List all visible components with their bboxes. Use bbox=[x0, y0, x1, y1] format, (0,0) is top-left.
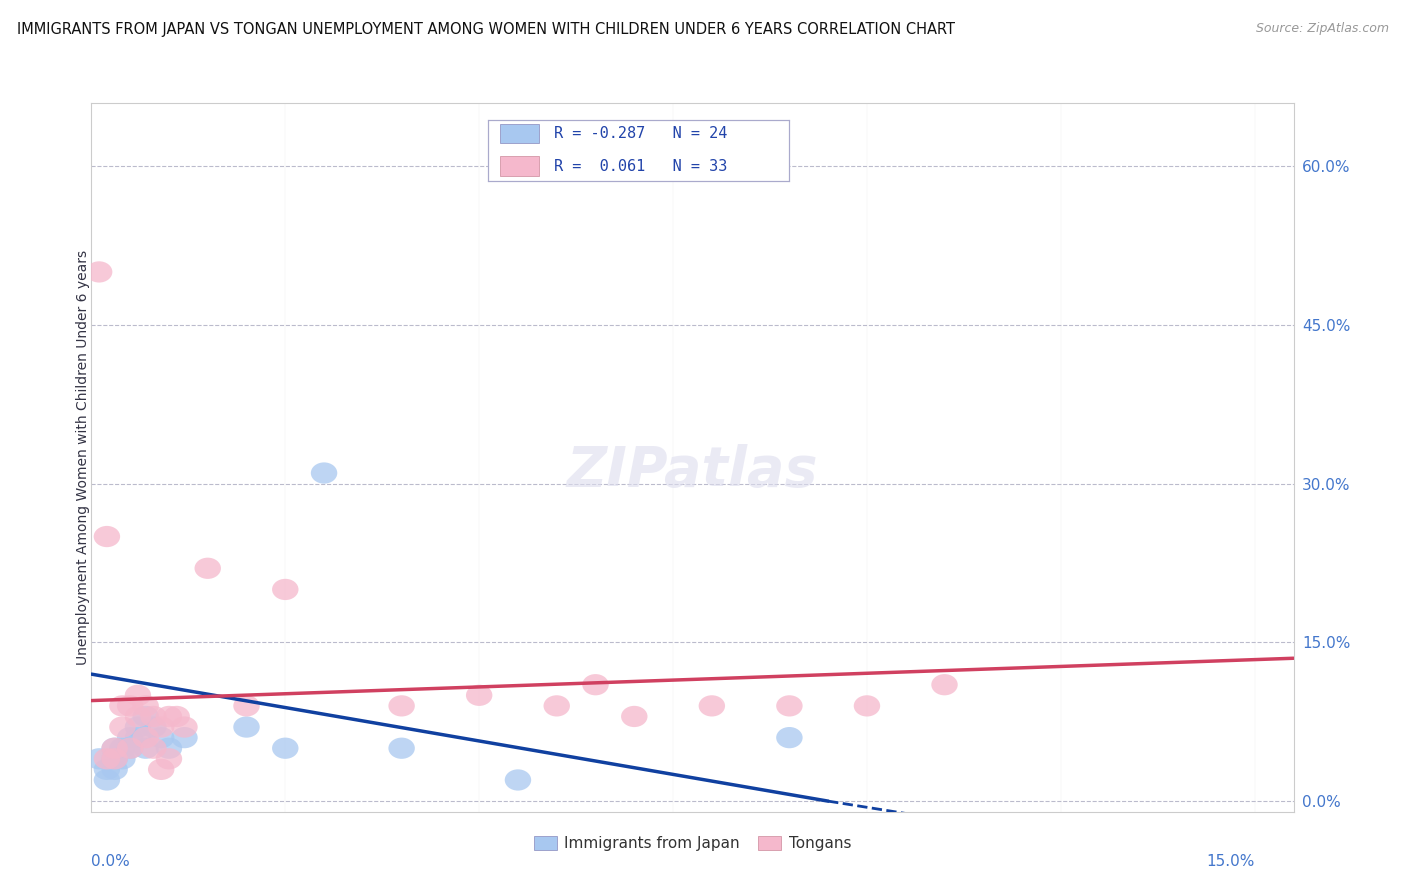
Ellipse shape bbox=[141, 716, 167, 738]
Ellipse shape bbox=[110, 716, 135, 738]
Ellipse shape bbox=[86, 748, 112, 770]
Text: 0.0%: 0.0% bbox=[91, 854, 131, 869]
Ellipse shape bbox=[172, 727, 198, 748]
Ellipse shape bbox=[125, 685, 152, 706]
Ellipse shape bbox=[699, 695, 725, 716]
Bar bbox=[501, 156, 538, 176]
Ellipse shape bbox=[101, 738, 128, 759]
Text: 15.0%: 15.0% bbox=[1206, 854, 1254, 869]
Text: Source: ZipAtlas.com: Source: ZipAtlas.com bbox=[1256, 22, 1389, 36]
Ellipse shape bbox=[148, 759, 174, 780]
Ellipse shape bbox=[163, 706, 190, 727]
Ellipse shape bbox=[544, 695, 569, 716]
Ellipse shape bbox=[776, 695, 803, 716]
Ellipse shape bbox=[132, 706, 159, 727]
Ellipse shape bbox=[233, 716, 260, 738]
Ellipse shape bbox=[101, 759, 128, 780]
Ellipse shape bbox=[148, 716, 174, 738]
Ellipse shape bbox=[125, 716, 152, 738]
Ellipse shape bbox=[505, 769, 531, 790]
Ellipse shape bbox=[117, 738, 143, 759]
Ellipse shape bbox=[172, 716, 198, 738]
Text: ZIPatlas: ZIPatlas bbox=[567, 444, 818, 499]
Ellipse shape bbox=[117, 738, 143, 759]
Ellipse shape bbox=[86, 261, 112, 283]
Ellipse shape bbox=[388, 695, 415, 716]
Text: IMMIGRANTS FROM JAPAN VS TONGAN UNEMPLOYMENT AMONG WOMEN WITH CHILDREN UNDER 6 Y: IMMIGRANTS FROM JAPAN VS TONGAN UNEMPLOY… bbox=[17, 22, 955, 37]
Ellipse shape bbox=[156, 738, 183, 759]
Ellipse shape bbox=[853, 695, 880, 716]
Ellipse shape bbox=[271, 738, 298, 759]
Ellipse shape bbox=[388, 738, 415, 759]
Ellipse shape bbox=[621, 706, 648, 727]
Ellipse shape bbox=[101, 748, 128, 770]
Ellipse shape bbox=[141, 738, 167, 759]
Ellipse shape bbox=[117, 695, 143, 716]
Ellipse shape bbox=[132, 727, 159, 748]
Ellipse shape bbox=[271, 579, 298, 600]
Ellipse shape bbox=[94, 759, 120, 780]
Ellipse shape bbox=[101, 748, 128, 770]
Bar bbox=[501, 124, 538, 144]
Legend: Immigrants from Japan, Tongans: Immigrants from Japan, Tongans bbox=[527, 830, 858, 857]
Ellipse shape bbox=[582, 674, 609, 696]
Ellipse shape bbox=[117, 727, 143, 748]
Ellipse shape bbox=[132, 695, 159, 716]
Ellipse shape bbox=[125, 706, 152, 727]
Ellipse shape bbox=[94, 748, 120, 770]
Ellipse shape bbox=[110, 695, 135, 716]
Ellipse shape bbox=[101, 738, 128, 759]
Ellipse shape bbox=[148, 727, 174, 748]
Ellipse shape bbox=[156, 706, 183, 727]
Ellipse shape bbox=[132, 738, 159, 759]
Ellipse shape bbox=[233, 695, 260, 716]
Text: R =  0.061   N = 33: R = 0.061 N = 33 bbox=[554, 159, 727, 174]
Text: R = -0.287   N = 24: R = -0.287 N = 24 bbox=[554, 126, 727, 141]
Ellipse shape bbox=[776, 727, 803, 748]
Y-axis label: Unemployment Among Women with Children Under 6 years: Unemployment Among Women with Children U… bbox=[76, 250, 90, 665]
Ellipse shape bbox=[156, 748, 183, 770]
Ellipse shape bbox=[94, 769, 120, 790]
Ellipse shape bbox=[931, 674, 957, 696]
Ellipse shape bbox=[125, 727, 152, 748]
Ellipse shape bbox=[110, 738, 135, 759]
Ellipse shape bbox=[311, 462, 337, 483]
Ellipse shape bbox=[141, 706, 167, 727]
Ellipse shape bbox=[194, 558, 221, 579]
Ellipse shape bbox=[110, 748, 135, 770]
Ellipse shape bbox=[94, 526, 120, 547]
Ellipse shape bbox=[465, 685, 492, 706]
